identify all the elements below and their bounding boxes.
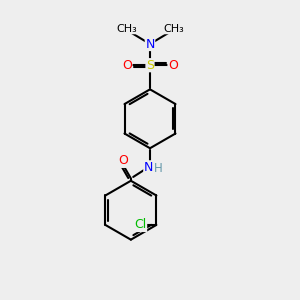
- Text: CH₃: CH₃: [116, 24, 137, 34]
- Text: O: O: [118, 154, 128, 167]
- Text: S: S: [146, 59, 154, 72]
- Text: O: O: [122, 59, 132, 72]
- Text: N: N: [144, 161, 153, 174]
- Text: CH₃: CH₃: [163, 24, 184, 34]
- Text: Cl: Cl: [134, 218, 147, 231]
- Text: O: O: [168, 59, 178, 72]
- Text: H: H: [154, 162, 163, 175]
- Text: N: N: [145, 38, 155, 50]
